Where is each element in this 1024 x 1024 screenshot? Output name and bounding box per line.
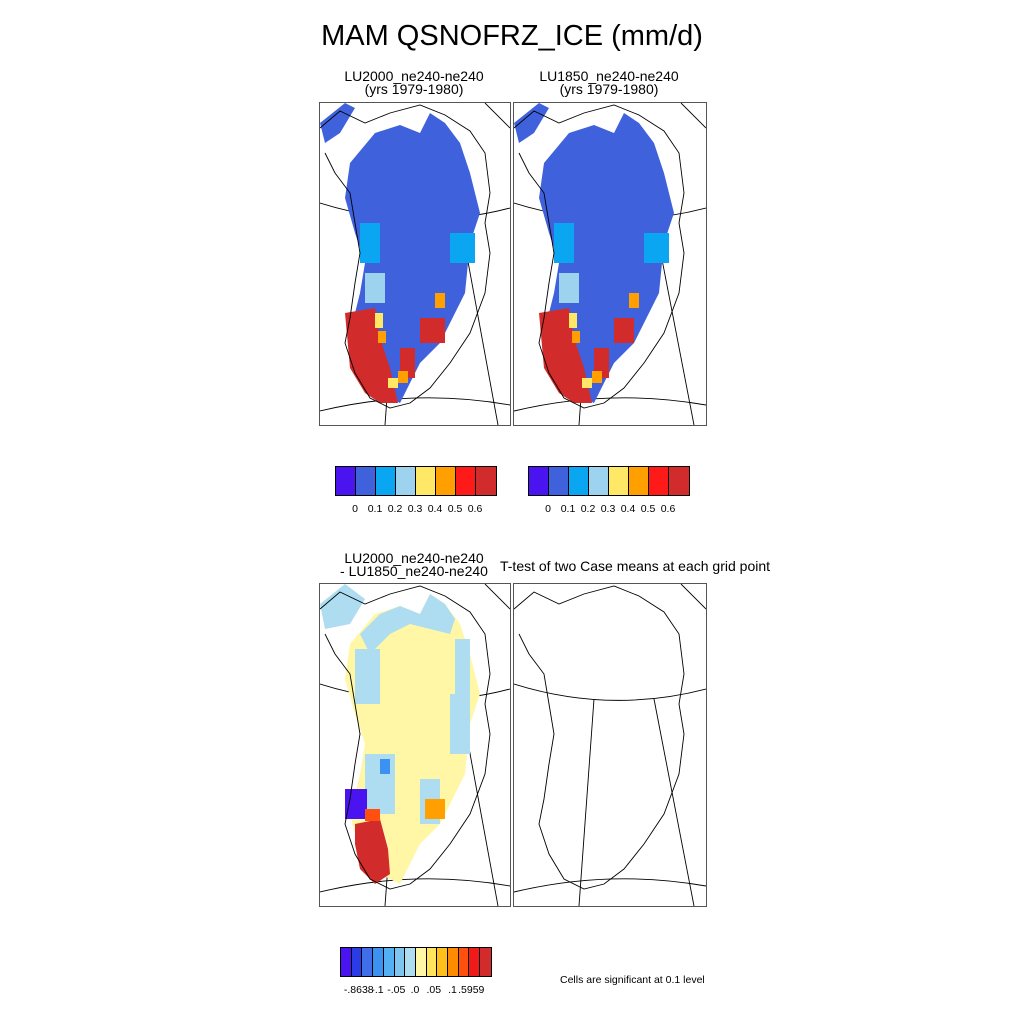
colorbar-lu1850 bbox=[528, 466, 690, 496]
colorbar-swatch bbox=[549, 467, 569, 495]
colorbar-swatch bbox=[405, 948, 416, 976]
colorbar-tick-label: 0.5 bbox=[447, 503, 463, 515]
colorbar-tick-label: 0.3 bbox=[407, 503, 423, 515]
significance-note: Cells are significant at 0.1 level bbox=[560, 974, 705, 986]
colorbar-tick-label: -.1 bbox=[371, 984, 384, 996]
colorbar-swatch bbox=[356, 467, 376, 495]
colorbar-swatch bbox=[649, 467, 669, 495]
map-panel-lu1850 bbox=[513, 102, 707, 426]
colorbar-swatch bbox=[469, 948, 481, 976]
colorbar-swatch bbox=[480, 948, 491, 976]
colorbar-tick-label: 0.5 bbox=[640, 503, 656, 515]
colorbar-tick-label: 0.1 bbox=[367, 503, 383, 515]
colorbar-labels-lu2000: 0 0.1 0.2 0.3 0.4 0.5 0.6 bbox=[335, 503, 495, 517]
colorbar-swatch bbox=[569, 467, 589, 495]
colorbar-tick-label: .0 bbox=[410, 984, 420, 996]
colorbar-swatch bbox=[589, 467, 609, 495]
colorbar-tick-label: 0.2 bbox=[387, 503, 403, 515]
colorbar-tick-label: 0.4 bbox=[427, 503, 443, 515]
colorbar-swatch bbox=[529, 467, 549, 495]
colorbar-tick-label: 0.2 bbox=[580, 503, 596, 515]
colorbar-swatch bbox=[394, 948, 406, 976]
panel-title-ttest: T-test of two Case means at each grid po… bbox=[499, 558, 771, 574]
colorbar-swatch bbox=[341, 948, 352, 976]
colorbar-swatch bbox=[629, 467, 649, 495]
colorbar-swatch bbox=[376, 467, 396, 495]
colorbar-tick-label: 0.3 bbox=[600, 503, 616, 515]
panel-title-lu2000: LU2000_ne240-ne240 (yrs 1979-1980) bbox=[344, 68, 484, 97]
colorbar-swatch bbox=[416, 467, 436, 495]
colorbar-swatch bbox=[362, 948, 374, 976]
map-panel-difference bbox=[319, 583, 511, 907]
colorbar-tick-label: 0.4 bbox=[620, 503, 636, 515]
colorbar-tick-label: .1 bbox=[448, 984, 457, 996]
colorbar-lu2000 bbox=[335, 466, 497, 496]
colorbar-tick-label: 0.6 bbox=[467, 503, 483, 515]
colorbar-tick-label: 0.6 bbox=[660, 503, 676, 515]
colorbar-swatch bbox=[396, 467, 416, 495]
panel-title-difference: LU2000_ne240-ne240 - LU1850_ne240-ne240 bbox=[340, 550, 488, 579]
colorbar-swatch bbox=[456, 467, 476, 495]
colorbar-tick-label: .5959 bbox=[458, 984, 485, 996]
map-panel-lu2000 bbox=[319, 102, 511, 426]
colorbar-swatch bbox=[669, 467, 689, 495]
map-panel-ttest bbox=[513, 583, 707, 907]
colorbar-labels-lu1850: 0 0.1 0.2 0.3 0.4 0.5 0.6 bbox=[528, 503, 688, 517]
colorbar-difference bbox=[340, 947, 492, 977]
figure-title: MAM QSNOFRZ_ICE (mm/d) bbox=[321, 20, 703, 52]
colorbar-swatch bbox=[351, 948, 363, 976]
greenland-map-ttest bbox=[514, 584, 706, 906]
colorbar-tick-label: -.8638 bbox=[343, 984, 374, 996]
colorbar-swatch bbox=[458, 948, 470, 976]
colorbar-tick-label: -.05 bbox=[387, 984, 406, 996]
colorbar-swatch bbox=[426, 948, 438, 976]
colorbar-labels-difference: -.8638 -.1 -.05 .0 .05 .1.5959 bbox=[340, 984, 490, 998]
colorbar-swatch bbox=[373, 948, 384, 976]
colorbar-tick-label: 0 bbox=[545, 503, 551, 515]
colorbar-tick-label: .05 bbox=[426, 984, 442, 996]
colorbar-swatch bbox=[437, 948, 449, 976]
greenland-map-lu2000 bbox=[320, 103, 510, 425]
colorbar-swatch bbox=[383, 948, 395, 976]
greenland-map-lu1850 bbox=[514, 103, 706, 425]
colorbar-tick-label: 0.1 bbox=[560, 503, 576, 515]
colorbar-swatch bbox=[476, 467, 496, 495]
colorbar-swatch bbox=[336, 467, 356, 495]
greenland-map-difference bbox=[320, 584, 510, 906]
colorbar-tick-label: 0 bbox=[352, 503, 358, 515]
colorbar-swatch bbox=[436, 467, 456, 495]
colorbar-swatch bbox=[448, 948, 459, 976]
colorbar-swatch bbox=[415, 948, 427, 976]
panel-title-lu1850: LU1850_ne240-ne240 (yrs 1979-1980) bbox=[539, 68, 679, 97]
colorbar-swatch bbox=[609, 467, 629, 495]
